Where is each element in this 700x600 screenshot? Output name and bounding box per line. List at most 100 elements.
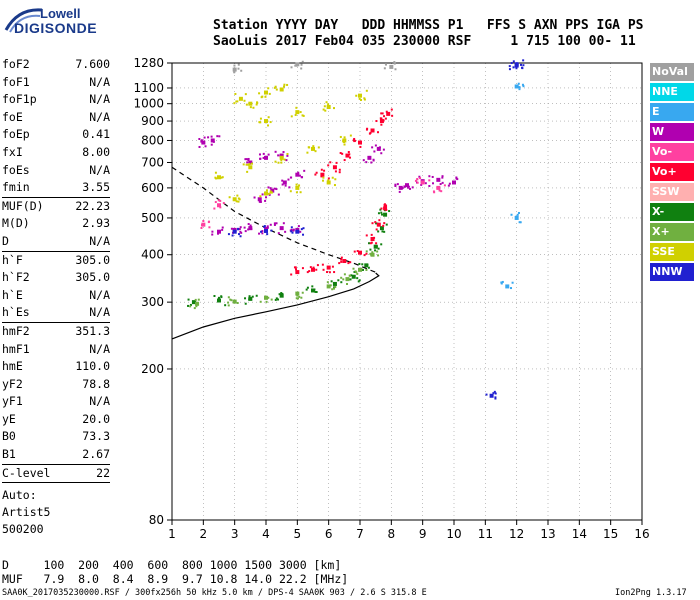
data-point-vo xyxy=(370,129,373,132)
data-point-sse xyxy=(334,178,337,181)
data-point-w xyxy=(365,161,368,164)
data-point-nnw xyxy=(265,230,268,233)
data-point-w xyxy=(247,228,250,231)
data-point-w xyxy=(297,225,300,228)
data-point-nnw xyxy=(237,227,240,230)
data-point-w xyxy=(259,200,262,203)
data-point-nnw xyxy=(266,233,269,236)
data-point-sse xyxy=(245,103,248,106)
data-point-sse xyxy=(255,103,258,106)
data-point-w xyxy=(284,230,287,233)
data-point-vo xyxy=(321,263,324,266)
param-key: foF1 xyxy=(2,74,30,89)
param-separator xyxy=(2,321,110,323)
data-point-nnw xyxy=(508,65,511,68)
param-row: fxI 8.00 xyxy=(2,144,110,162)
data-point-vo xyxy=(335,161,338,164)
data-point-x xyxy=(380,243,383,246)
data-point-nnw xyxy=(494,392,497,395)
data-point-x xyxy=(315,291,318,294)
data-point-vo xyxy=(438,189,441,192)
param-key: foEp xyxy=(2,127,30,142)
data-point-vo xyxy=(320,172,325,177)
data-point-sse xyxy=(258,92,261,95)
data-point-sse xyxy=(325,101,328,104)
x-tick-label: 11 xyxy=(478,527,493,541)
data-point-sse xyxy=(238,96,243,101)
data-point-x xyxy=(353,270,356,273)
x-tick-label: 9 xyxy=(419,527,427,541)
data-point-sse xyxy=(322,108,325,111)
data-point-sse xyxy=(277,161,280,164)
data-point-w xyxy=(447,184,450,187)
data-point-w xyxy=(372,158,375,161)
param-separator xyxy=(2,196,110,198)
data-point-x xyxy=(358,267,362,272)
data-point-w xyxy=(245,158,248,161)
data-point-w xyxy=(249,224,252,227)
param-value: 351.3 xyxy=(75,323,110,338)
data-point-x xyxy=(275,297,278,300)
x-tick-label: 8 xyxy=(388,527,396,541)
data-point-vo xyxy=(382,119,385,122)
data-point-nnw xyxy=(239,235,242,238)
data-point-sse xyxy=(280,161,283,164)
data-point-x xyxy=(267,296,270,299)
param-value: N/A xyxy=(89,341,110,356)
param-value: 7.600 xyxy=(75,57,110,71)
muf-row: MUF 7.9 8.0 8.4 8.9 9.7 10.8 14.0 22.2 [… xyxy=(2,572,349,586)
data-point-noval xyxy=(295,62,300,67)
data-point-w xyxy=(277,154,280,157)
param-row: C-level 22 xyxy=(2,465,110,483)
data-point-vo xyxy=(202,220,205,223)
data-point-sse xyxy=(290,115,293,118)
data-point-vo xyxy=(338,168,341,171)
data-point-sse xyxy=(363,97,366,100)
auto-line1: Auto: xyxy=(2,488,37,503)
data-point-w xyxy=(248,160,251,163)
data-point-sse xyxy=(295,191,298,194)
data-point-nnw xyxy=(291,231,294,234)
param-value: N/A xyxy=(89,92,110,107)
data-point-w xyxy=(210,135,213,138)
data-point-w xyxy=(279,154,282,157)
data-point-sse xyxy=(323,105,326,108)
legend-item-x: X- xyxy=(650,203,694,221)
data-point-x xyxy=(362,268,365,271)
param-value: 73.3 xyxy=(82,429,110,444)
data-point-vo xyxy=(326,265,331,270)
data-point-sse xyxy=(317,146,320,149)
legend-item-x: X+ xyxy=(650,223,694,241)
auto-line2: Artist5 xyxy=(2,505,51,520)
param-value: 8.00 xyxy=(82,144,110,159)
data-point-w xyxy=(380,152,383,155)
data-point-w xyxy=(243,226,246,229)
data-point-sse xyxy=(332,107,335,110)
data-point-x xyxy=(370,252,375,257)
data-point-vo xyxy=(379,119,384,124)
data-point-nnw xyxy=(231,234,234,237)
data-point-nnw xyxy=(485,393,488,396)
y-tick-label: 600 xyxy=(141,181,164,195)
param-row: foF2 7.600 xyxy=(2,56,110,74)
y-tick-label: 500 xyxy=(141,211,164,225)
data-point-x xyxy=(280,292,283,295)
legend-item-vo: Vo- xyxy=(650,143,694,161)
x-tick-label: 5 xyxy=(294,527,302,541)
data-point-x xyxy=(232,299,237,304)
data-point-vo xyxy=(365,128,368,131)
data-point-w xyxy=(267,153,270,156)
data-point-w xyxy=(216,135,219,138)
data-point-w xyxy=(374,144,377,147)
data-point-w xyxy=(400,187,403,190)
data-point-w xyxy=(382,148,385,151)
data-point-noval xyxy=(383,67,386,70)
parameter-table: foF2 7.600 foF1 N/A foF1p N/A foE N/A foEp 0.41 fx… xyxy=(2,56,110,538)
data-point-vo xyxy=(331,265,334,268)
data-point-nnw xyxy=(263,225,266,228)
data-point-w xyxy=(394,183,397,186)
data-point-nnw xyxy=(290,226,293,229)
data-point-w xyxy=(262,156,265,159)
data-point-sse xyxy=(280,159,283,162)
data-point-sse xyxy=(258,121,261,124)
